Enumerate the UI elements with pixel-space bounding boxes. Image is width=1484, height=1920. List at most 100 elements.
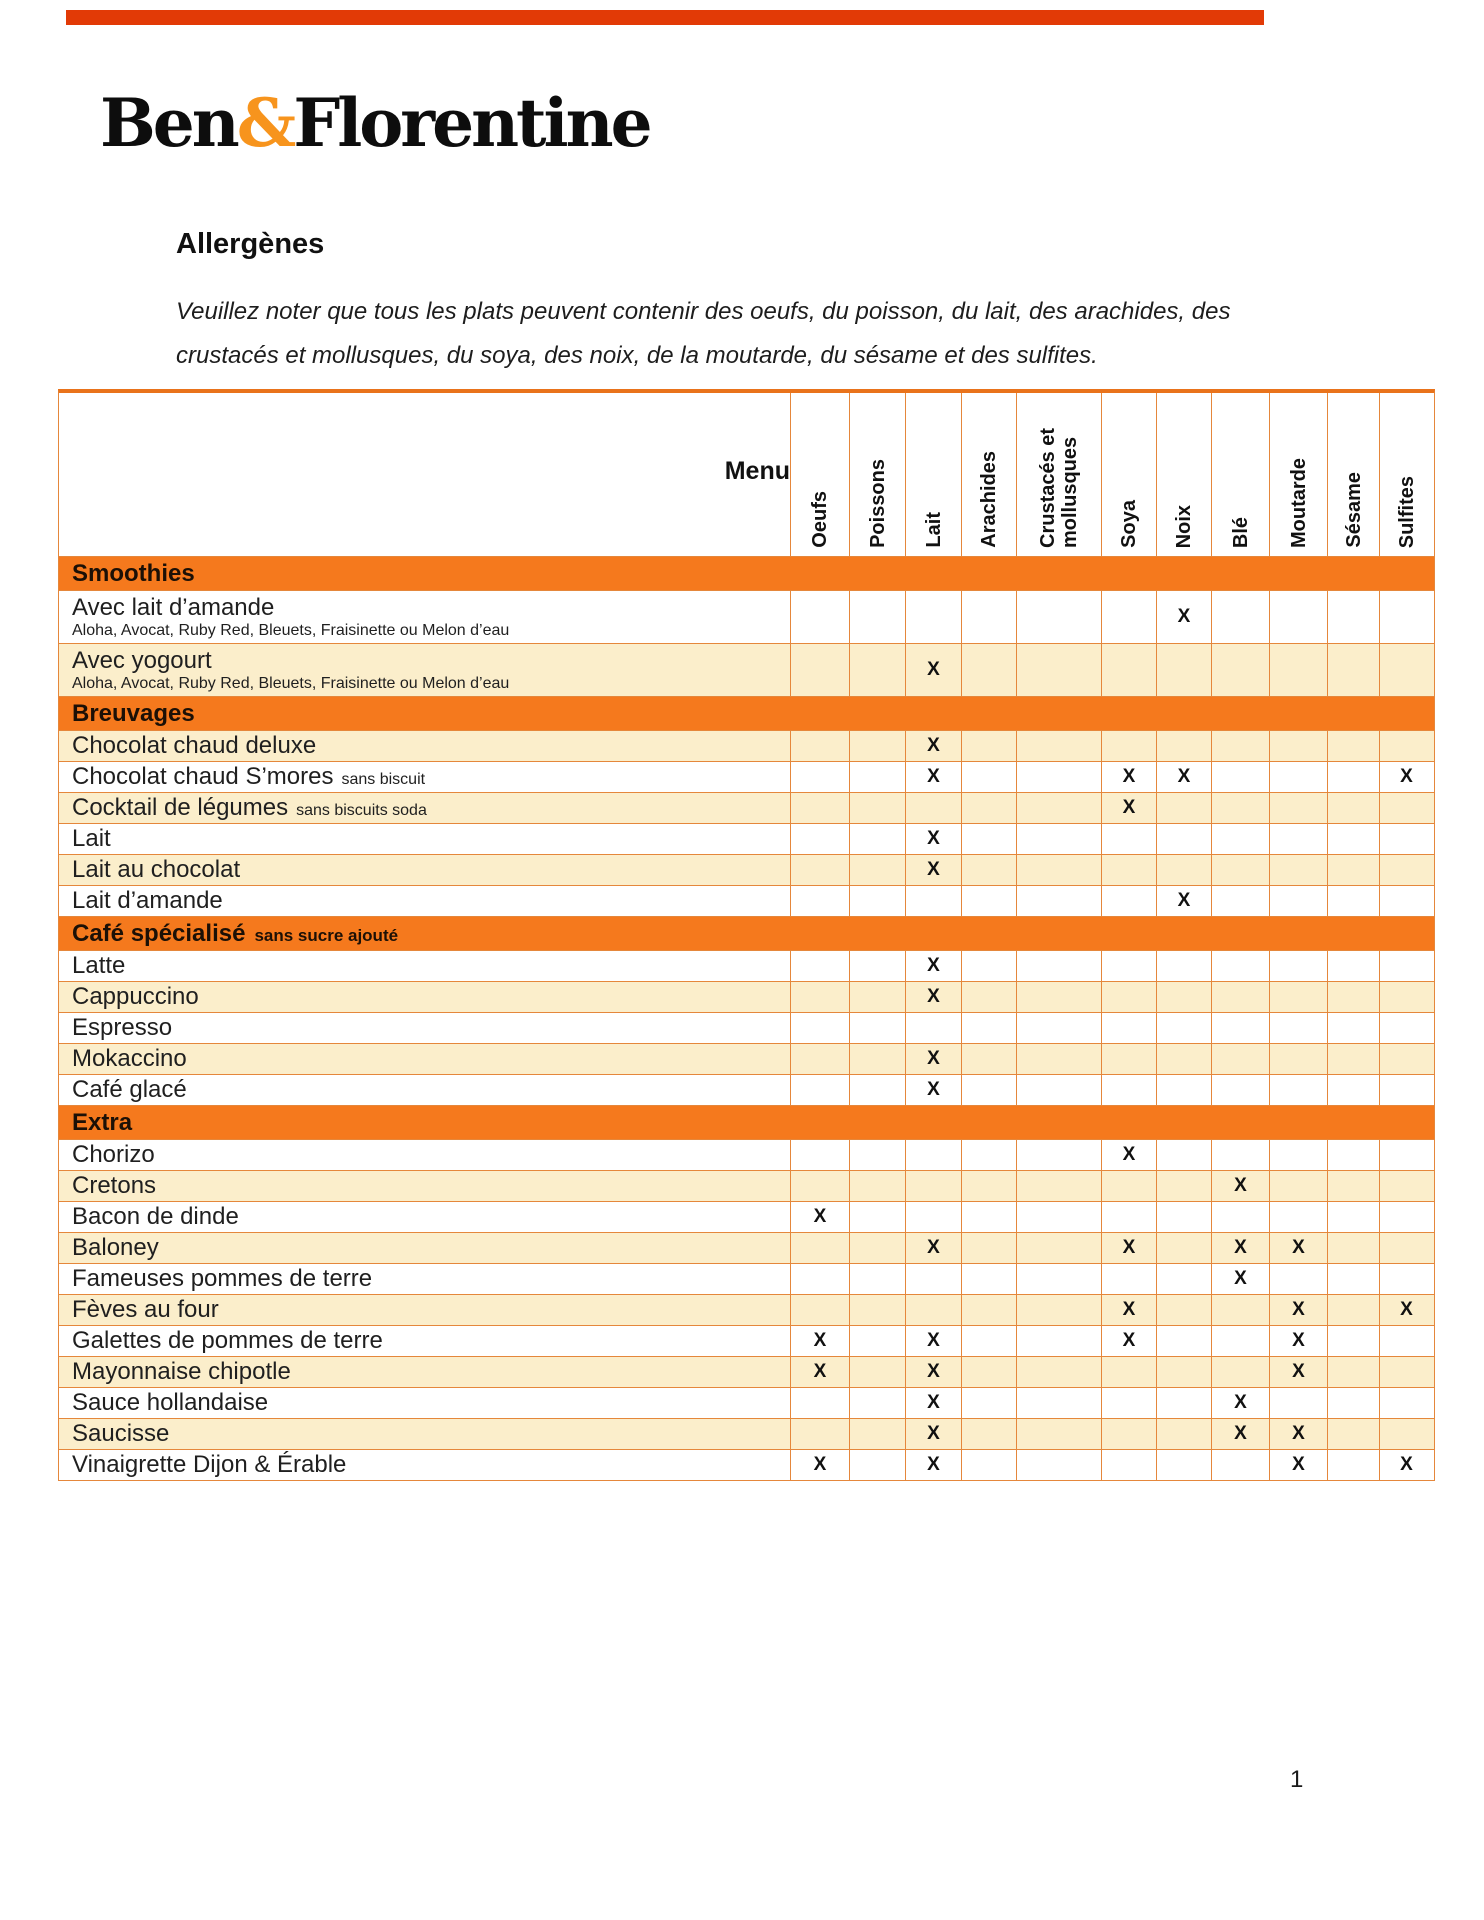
allergen-table-body: Smoothies Avec lait d’amande Aloha, Avocat… (59, 557, 1434, 1481)
menu-item-line: Cretons (72, 1173, 790, 1199)
allergen-cell-bl (1211, 1075, 1269, 1105)
allergen-cell-moutarde (1269, 951, 1327, 981)
section-label: Extra (72, 1109, 133, 1136)
menu-item-note: Aloha, Avocat, Ruby Red, Bleuets, Fraisi… (72, 674, 510, 692)
allergen-cell-bl (1211, 762, 1269, 792)
allergen-mark: X (1400, 1454, 1413, 1475)
table-row: Avec yogourt Aloha, Avocat, Ruby Red, Ble… (59, 644, 1434, 697)
allergen-cell-bl: X (1211, 1233, 1269, 1263)
menu-item-label: Avec lait d’amande (72, 593, 275, 621)
menu-item-line: Café glacé (72, 1077, 790, 1103)
allergen-cell-s-same (1327, 1044, 1379, 1074)
allergen-cell-crustac-s-et-mollusques (1016, 591, 1101, 643)
table-row: Lait X (59, 824, 1434, 855)
allergen-cell-bl (1211, 1013, 1269, 1043)
allergen-cell-bl (1211, 793, 1269, 823)
menu-item-cell: Cretons (59, 1171, 790, 1201)
allergen-cell-bl (1211, 1202, 1269, 1232)
menu-item-cell: Mokaccino (59, 1044, 790, 1074)
table-row: Espresso (59, 1013, 1434, 1044)
menu-item-cell: Cappuccino (59, 982, 790, 1012)
allergen-cell-sulfites (1379, 1357, 1433, 1387)
logo-ben: Ben (100, 84, 240, 162)
menu-item-cell: Lait au chocolat (59, 855, 790, 885)
menu-item-label: Cappuccino (72, 983, 199, 1010)
allergen-cell-moutarde (1269, 762, 1327, 792)
allergen-cell-oeufs (790, 1075, 849, 1105)
allergen-cell-lait (905, 886, 961, 916)
allergen-cell-sulfites (1379, 1140, 1433, 1170)
menu-item-label: Lait d’amande (72, 887, 223, 914)
allergen-cell-s-same (1327, 855, 1379, 885)
allergen-cell-poissons (849, 1233, 905, 1263)
table-row: Lait au chocolat X (59, 855, 1434, 886)
menu-item-suffix: sans biscuit (341, 771, 426, 788)
allergen-cell-bl (1211, 824, 1269, 854)
allergen-cell-arachides (961, 1013, 1016, 1043)
allergen-cell-s-same (1327, 1233, 1379, 1263)
allergen-cell-moutarde (1269, 1388, 1327, 1418)
table-row: Fèves au four X X X (59, 1295, 1434, 1326)
allergen-cell-arachides (961, 1075, 1016, 1105)
allergen-cell-soya (1101, 1202, 1156, 1232)
allergen-cell-arachides (961, 1326, 1016, 1356)
table-row: Baloney X X X X (59, 1233, 1434, 1264)
table-row: Cocktail de légumes sans biscuits soda X (59, 793, 1434, 824)
allergen-mark: X (927, 1454, 940, 1475)
allergen-cell-sulfites (1379, 1419, 1433, 1449)
allergen-cell-crustac-s-et-mollusques (1016, 855, 1101, 885)
allergen-cell-oeufs (790, 1295, 849, 1325)
allergen-cell-bl (1211, 1326, 1269, 1356)
allergen-cell-bl (1211, 644, 1269, 696)
allergen-cell-poissons (849, 731, 905, 761)
allergen-cell-noix (1156, 1419, 1211, 1449)
allergen-mark: X (1122, 797, 1136, 818)
allergen-cell-sulfites (1379, 886, 1433, 916)
allergen-cell-crustac-s-et-mollusques (1016, 793, 1101, 823)
disclaimer-line-2: crustacés et mollusques, du soya, des no… (176, 342, 1098, 369)
menu-item-cell: Café glacé (59, 1075, 790, 1105)
allergen-cell-s-same (1327, 951, 1379, 981)
allergen-cell-moutarde (1269, 1013, 1327, 1043)
allergen-cell-sulfites (1379, 1044, 1433, 1074)
table-row: Lait d’amande X (59, 886, 1434, 917)
allergen-cell-lait: X (905, 644, 961, 696)
allergen-cell-soya: X (1101, 762, 1156, 792)
allergen-cell-soya (1101, 1419, 1156, 1449)
allergen-cell-oeufs (790, 1388, 849, 1418)
allergen-cell-noix (1156, 1044, 1211, 1074)
allergen-cell-crustac-s-et-mollusques (1016, 1202, 1101, 1232)
allergen-cell-sulfites (1379, 1388, 1433, 1418)
allergen-cell-crustac-s-et-mollusques (1016, 1233, 1101, 1263)
allergen-cell-poissons (849, 1357, 905, 1387)
allergen-cell-noix (1156, 1357, 1211, 1387)
allergen-cell-soya (1101, 1075, 1156, 1105)
allergen-cell-noix (1156, 1450, 1211, 1480)
allergen-cell-crustac-s-et-mollusques (1016, 1419, 1101, 1449)
menu-item-line: Chocolat chaud S’mores sans biscuit (72, 764, 790, 790)
allergen-cell-poissons (849, 1295, 905, 1325)
allergen-cell-arachides (961, 644, 1016, 696)
allergen-cell-oeufs (790, 1044, 849, 1074)
allergen-cell-soya (1101, 982, 1156, 1012)
menu-item-line: Lait d’amande (72, 888, 790, 914)
allergen-cell-oeufs (790, 731, 849, 761)
allergen-cell-poissons (849, 793, 905, 823)
allergen-cell-noix (1156, 731, 1211, 761)
allergen-cell-moutarde (1269, 1044, 1327, 1074)
allergen-cell-noix (1156, 1264, 1211, 1294)
allergen-cell-s-same (1327, 1450, 1379, 1480)
menu-item-cell: Saucisse (59, 1419, 790, 1449)
section-header-cell: Smoothies (59, 557, 1434, 590)
menu-header-cell: Menu (59, 393, 790, 556)
menu-item-line: Cocktail de légumes sans biscuits soda (72, 795, 790, 821)
menu-item-label: Bacon de dinde (72, 1203, 239, 1230)
allergen-cell-sulfites (1379, 1264, 1433, 1294)
allergen-mark: X (813, 1361, 827, 1382)
allergen-cell-arachides (961, 1140, 1016, 1170)
allergen-cell-bl (1211, 982, 1269, 1012)
allergen-cell-sulfites: X (1379, 1295, 1433, 1325)
column-header-bl: Blé (1211, 393, 1269, 556)
allergen-cell-lait: X (905, 731, 961, 761)
allergen-cell-noix (1156, 793, 1211, 823)
